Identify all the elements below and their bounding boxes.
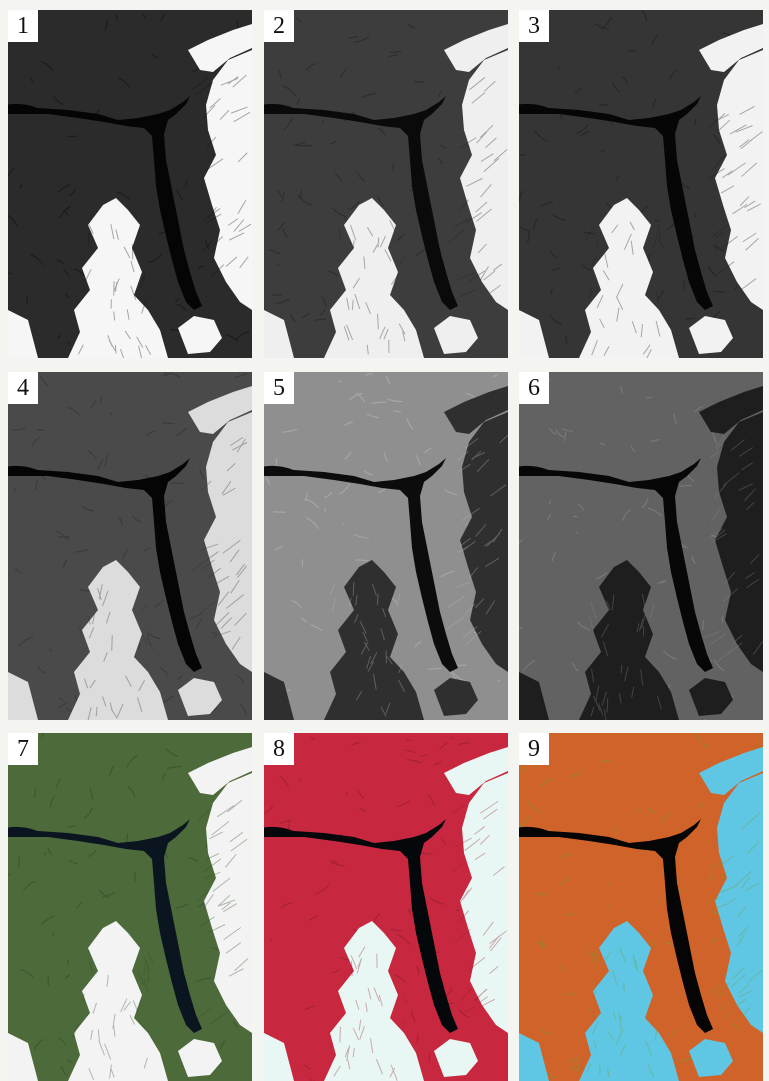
river-inflow [264, 103, 293, 111]
snow-fields [264, 386, 508, 720]
panel-number-label: 8 [264, 733, 294, 765]
band-panel-4: 4 [8, 372, 252, 720]
lake [519, 819, 713, 1033]
satellite-scene [264, 372, 508, 720]
snow-ridges [585, 105, 763, 358]
band-panel-5: 5 [264, 372, 508, 720]
panel-number-label: 2 [264, 10, 294, 42]
snow-fields [264, 24, 508, 358]
satellite-scene [519, 10, 763, 358]
lake [264, 819, 458, 1033]
satellite-scene [264, 733, 508, 1081]
satellite-scene [8, 372, 252, 720]
panel-number-label: 9 [519, 733, 549, 765]
river-inflow [519, 826, 548, 834]
panel-number-label: 3 [519, 10, 549, 42]
composite-panel-9: 9 [519, 733, 763, 1081]
composite-panel-7: 7 [8, 733, 252, 1081]
band-panel-1: 1 [8, 10, 252, 358]
river-inflow [8, 826, 37, 834]
panel-number-label: 4 [8, 372, 38, 404]
lake [264, 96, 458, 310]
snow-ridges [72, 799, 249, 1081]
snow-ridges [333, 800, 507, 1081]
composite-panel-8: 8 [264, 733, 508, 1081]
panel-number-label: 7 [8, 733, 38, 765]
lake [8, 819, 202, 1033]
snow-fields [519, 747, 763, 1081]
snow-fields [519, 24, 763, 358]
lake [519, 458, 713, 672]
snow-fields [264, 747, 508, 1081]
snow-ridges [78, 436, 248, 720]
snow-ridges [338, 76, 508, 355]
snow-ridges [329, 434, 508, 717]
river-inflow [264, 465, 293, 473]
satellite-scene [519, 372, 763, 720]
satellite-scene [519, 733, 763, 1081]
river-inflow [519, 465, 548, 473]
band-panel-2: 2 [264, 10, 508, 358]
snow-fields [8, 747, 252, 1081]
lake [264, 458, 458, 672]
band-panel-6: 6 [519, 372, 763, 720]
lake [8, 458, 202, 672]
satellite-scene [264, 10, 508, 358]
panel-number-label: 5 [264, 372, 294, 404]
satellite-scene [8, 733, 252, 1081]
panel-number-label: 1 [8, 10, 38, 42]
lake [8, 96, 202, 310]
snow-fields [8, 386, 252, 720]
river-inflow [519, 103, 548, 111]
satellite-scene [8, 10, 252, 358]
snow-fields [519, 386, 763, 720]
river-inflow [8, 465, 37, 473]
snow-fields [8, 24, 252, 358]
river-inflow [8, 103, 37, 111]
lake [519, 96, 713, 310]
river-inflow [264, 826, 293, 834]
band-panel-3: 3 [519, 10, 763, 358]
snow-ridges [77, 74, 252, 358]
snow-ridges [586, 812, 763, 1078]
panel-number-label: 6 [519, 372, 549, 404]
snow-ridges [589, 435, 763, 720]
